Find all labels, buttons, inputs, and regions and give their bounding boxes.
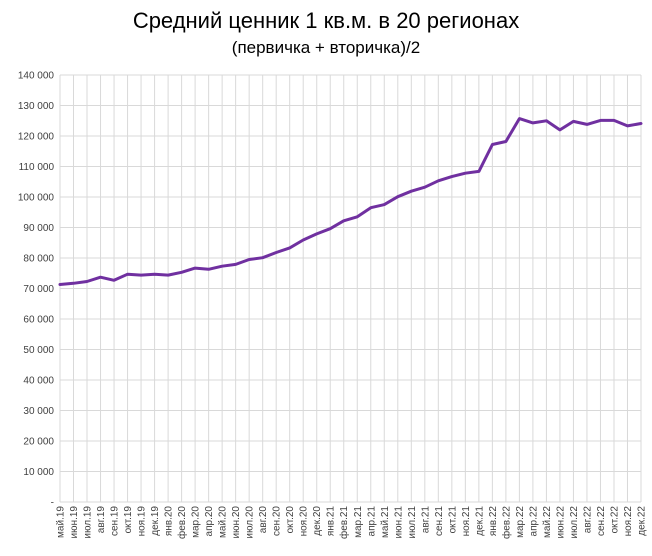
x-tick-label: мар.20 bbox=[191, 506, 202, 538]
x-tick-label: июл.20 bbox=[245, 506, 256, 539]
x-tick-label: мар.22 bbox=[515, 506, 526, 538]
x-tick-label: апр.20 bbox=[204, 506, 215, 537]
series-layer bbox=[58, 117, 643, 286]
x-tick-label: авг.19 bbox=[96, 506, 107, 534]
x-tick-label: май.22 bbox=[542, 506, 553, 538]
y-tick-label: 30 000 bbox=[23, 406, 54, 417]
x-tick-label: дек.21 bbox=[474, 506, 485, 536]
x-tick-label: окт.21 bbox=[447, 506, 458, 534]
series-line bbox=[58, 117, 643, 286]
y-tick-label: 60 000 bbox=[23, 315, 54, 326]
x-tick-label: сен.22 bbox=[596, 506, 607, 536]
y-axis-ticks: - 10 000 20 000 30 000 40 000 50 000 60 000 70 … bbox=[18, 71, 55, 509]
x-tick-label: авг.20 bbox=[258, 506, 269, 534]
x-tick-label: ноя.20 bbox=[299, 506, 310, 537]
y-tick-label: 40 000 bbox=[23, 376, 54, 387]
y-tick-label: 70 000 bbox=[23, 284, 54, 295]
y-tick-label: 100 000 bbox=[18, 193, 55, 204]
x-tick-label: янв.22 bbox=[488, 506, 499, 537]
chart-title: Средний ценник 1 кв.м. в 20 регионах bbox=[132, 8, 520, 33]
y-tick-label: - bbox=[51, 498, 54, 509]
x-tick-label: ноя.19 bbox=[137, 506, 148, 537]
x-tick-label: янв.20 bbox=[164, 506, 175, 537]
x-tick-label: ноя.22 bbox=[623, 506, 634, 537]
x-tick-label: сен.19 bbox=[110, 506, 121, 536]
x-tick-label: июн.22 bbox=[555, 506, 566, 539]
x-tick-label: дек.22 bbox=[637, 506, 648, 536]
y-tick-label: 80 000 bbox=[23, 254, 54, 265]
x-tick-label: янв.21 bbox=[326, 506, 337, 537]
x-tick-label: сен.21 bbox=[434, 506, 445, 536]
x-tick-label: фев.20 bbox=[176, 506, 188, 539]
x-tick-label: май.19 bbox=[56, 506, 67, 538]
x-tick-label: окт.19 bbox=[123, 506, 134, 534]
x-tick-label: апр.22 bbox=[528, 506, 539, 537]
y-tick-label: 90 000 bbox=[23, 223, 54, 234]
x-tick-label: авг.22 bbox=[582, 506, 593, 534]
y-tick-label: 20 000 bbox=[23, 437, 54, 448]
x-tick-label: май.20 bbox=[218, 506, 229, 538]
y-tick-label: 120 000 bbox=[18, 132, 55, 143]
x-tick-label: мар.21 bbox=[353, 506, 364, 538]
y-tick-label: 140 000 bbox=[18, 71, 55, 82]
x-tick-label: дек.19 bbox=[150, 506, 161, 536]
x-tick-label: июл.22 bbox=[569, 506, 580, 539]
y-tick-label: 50 000 bbox=[23, 345, 54, 356]
x-tick-label: июн.20 bbox=[231, 506, 242, 539]
x-tick-label: дек.20 bbox=[312, 506, 323, 536]
x-tick-label: июн.21 bbox=[393, 506, 404, 539]
y-tick-label: 110 000 bbox=[19, 162, 55, 173]
y-tick-label: 10 000 bbox=[23, 467, 54, 478]
gridlines bbox=[59, 74, 642, 503]
x-tick-label: авг.21 bbox=[420, 506, 431, 534]
x-tick-label: июл.21 bbox=[407, 506, 418, 539]
x-tick-label: май.21 bbox=[380, 506, 391, 538]
x-tick-label: июн.19 bbox=[69, 506, 80, 539]
y-tick-label: 130 000 bbox=[18, 101, 55, 112]
x-tick-label: ноя.21 bbox=[461, 506, 472, 537]
chart-subtitle: (первичка + вторичка)/2 bbox=[231, 38, 421, 57]
x-tick-label: окт.20 bbox=[285, 506, 296, 534]
x-tick-label: апр.21 bbox=[366, 506, 377, 537]
x-tick-label: окт.22 bbox=[609, 506, 620, 534]
x-tick-label: июл.19 bbox=[83, 506, 94, 539]
x-axis-ticks: май.19 июн.19 июл.19 авг.19 сен.19 окт.19 ноя.… bbox=[56, 506, 648, 539]
x-tick-label: фев.22 bbox=[500, 506, 512, 539]
x-tick-label: сен.20 bbox=[272, 506, 283, 536]
x-tick-label: фев.21 bbox=[338, 506, 350, 539]
